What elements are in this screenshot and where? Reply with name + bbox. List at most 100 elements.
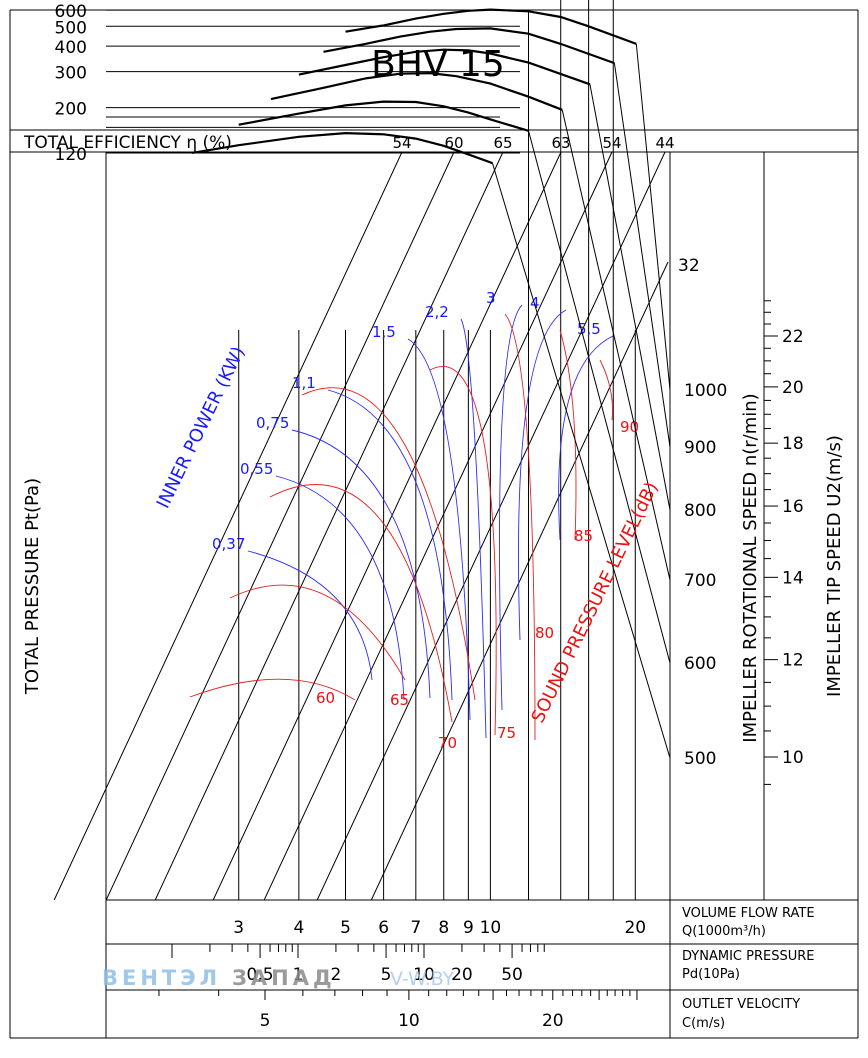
flow-tick-label: 3 (233, 918, 244, 938)
efficiency-line (316, 151, 666, 901)
flow-axis-unit: Q(1000m³/h) (682, 924, 766, 939)
efficiency-end-label: 32 (678, 256, 700, 276)
velocity-tick-label: 20 (542, 1011, 564, 1031)
dynamic-pressure-tick-label: 2 (331, 965, 342, 985)
efficiency-line (154, 151, 504, 901)
watermark-site: V-W.BY (390, 968, 455, 990)
watermark: ВЕНТЭЛ ЗАПАД V-W.BY (102, 966, 455, 990)
sound-level-curve (301, 387, 476, 701)
dynamic-pressure-tick-label: 0,5 (247, 965, 274, 985)
dynamic-pressure-unit: Pd(10Pa) (682, 967, 740, 982)
inner-power-curve (460, 318, 487, 739)
inner-power-value: 4 (530, 294, 540, 312)
inner-power-curve (558, 335, 614, 541)
velocity-tick-label: 10 (398, 1011, 420, 1031)
sound-level-curve (269, 484, 453, 723)
dynamic-pressure-tick-label: 1 (293, 965, 304, 985)
rpm-axis-label: IMPELLER ROTATIONAL SPEED n(r/min) (740, 393, 761, 742)
tip-speed-tick-label: 16 (782, 497, 804, 517)
speed-curve-500 (191, 131, 493, 165)
inner-power-value: 5,5 (577, 320, 601, 338)
inner-power-curve (247, 550, 373, 681)
inner-power-value: 2,2 (425, 303, 449, 321)
speed-curve-1000 (345, 8, 637, 45)
dynamic-pressure-label: DYNAMIC PRESSURE (682, 949, 814, 964)
watermark-brand-a: ВЕНТЭЛ (102, 966, 221, 990)
sound-level-value: 60 (316, 689, 335, 707)
sound-level-value: 70 (438, 734, 457, 752)
watermark-brand-b: ЗАПАД (232, 966, 336, 990)
flow-axis-label: VOLUME FLOW RATE (682, 906, 815, 921)
pressure-tick-label: 600 (55, 2, 87, 22)
efficiency-tick: 54 (392, 134, 411, 152)
rpm-leader (561, 109, 671, 581)
tip-speed-tick-label: 18 (782, 434, 804, 454)
sound-level-curve (599, 359, 613, 421)
sound-level-curve (189, 678, 356, 701)
speed-curves (191, 8, 671, 759)
rpm-leader (635, 43, 671, 391)
tip-speed-tick-label: 12 (782, 651, 804, 671)
inner-power-curve (327, 389, 453, 701)
efficiency-line-32 (370, 261, 669, 901)
efficiency-tick: 65 (493, 134, 512, 152)
flow-tick-label: 4 (293, 918, 304, 938)
sound-level-value: 85 (574, 527, 593, 545)
flow-tick-label: 9 (463, 918, 474, 938)
rpm-tick-label: 1000 (684, 381, 727, 401)
inner-power-curve (407, 338, 471, 721)
tip-speed-tick-label: 20 (782, 378, 804, 398)
pressure-tick-label: 500 (55, 18, 87, 38)
flow-tick-label: 7 (410, 918, 421, 938)
rpm-tick-label: 500 (684, 749, 716, 769)
efficiency-tick: 63 (551, 134, 570, 152)
efficiency-tick: 54 (602, 134, 621, 152)
outlet-velocity-label: OUTLET VELOCITY (682, 997, 800, 1012)
sound-level-curve (559, 329, 577, 541)
flow-tick-label: 8 (438, 918, 449, 938)
flow-tick-label: 6 (378, 918, 389, 938)
dynamic-pressure-tick-label: 50 (501, 965, 523, 985)
efficiency-lines (53, 151, 669, 901)
inner-power-value: 0,55 (240, 460, 273, 478)
inner-power-curve (499, 304, 523, 711)
pressure-tick-label: 200 (55, 100, 87, 120)
rpm-leader (528, 130, 671, 664)
sound-level-value: 75 (497, 724, 516, 742)
dynamic-pressure-tick-label: 10 (413, 965, 435, 985)
speed-curve-900 (323, 27, 615, 65)
speed-curve-700 (270, 71, 563, 111)
inner-power-curve (291, 429, 431, 699)
chart-frame (9, 9, 859, 1039)
rpm-tick-label: 800 (684, 501, 716, 521)
flow-tick-label: 10 (480, 918, 502, 938)
pressure-tick-label: 400 (55, 38, 87, 58)
chart-title: BHV 15 (371, 44, 505, 85)
efficiency-label: TOTAL EFFICIENCY η (%) (23, 133, 232, 153)
sound-level-value: 65 (390, 691, 409, 709)
inner-power-label: INNER POWER (KW) (153, 343, 250, 512)
efficiency-tick: 60 (444, 134, 463, 152)
rpm-tick-label: 900 (684, 438, 716, 458)
inner-power-value: 0,37 (212, 535, 245, 553)
flow-tick-label: 20 (624, 918, 646, 938)
efficiency-line (212, 151, 562, 901)
sound-level-curve (429, 365, 497, 736)
efficiency-tick: 44 (655, 134, 674, 152)
flow-tick-label: 5 (340, 918, 351, 938)
tip-speed-tick-label: 10 (782, 748, 804, 768)
efficiency-line (105, 151, 455, 901)
inner-power-curve (275, 475, 405, 701)
sound-level-curve (229, 584, 406, 681)
rpm-leader (491, 162, 671, 759)
rpm-leader (589, 84, 671, 511)
tip-speed-tick-label: 22 (782, 327, 804, 347)
pressure-axis-label: TOTAL PRESSURE Pt(Pa) (22, 478, 43, 695)
rpm-leader (613, 63, 671, 448)
pressure-tick-label: 300 (55, 64, 87, 84)
dynamic-pressure-tick-label: 5 (381, 965, 392, 985)
